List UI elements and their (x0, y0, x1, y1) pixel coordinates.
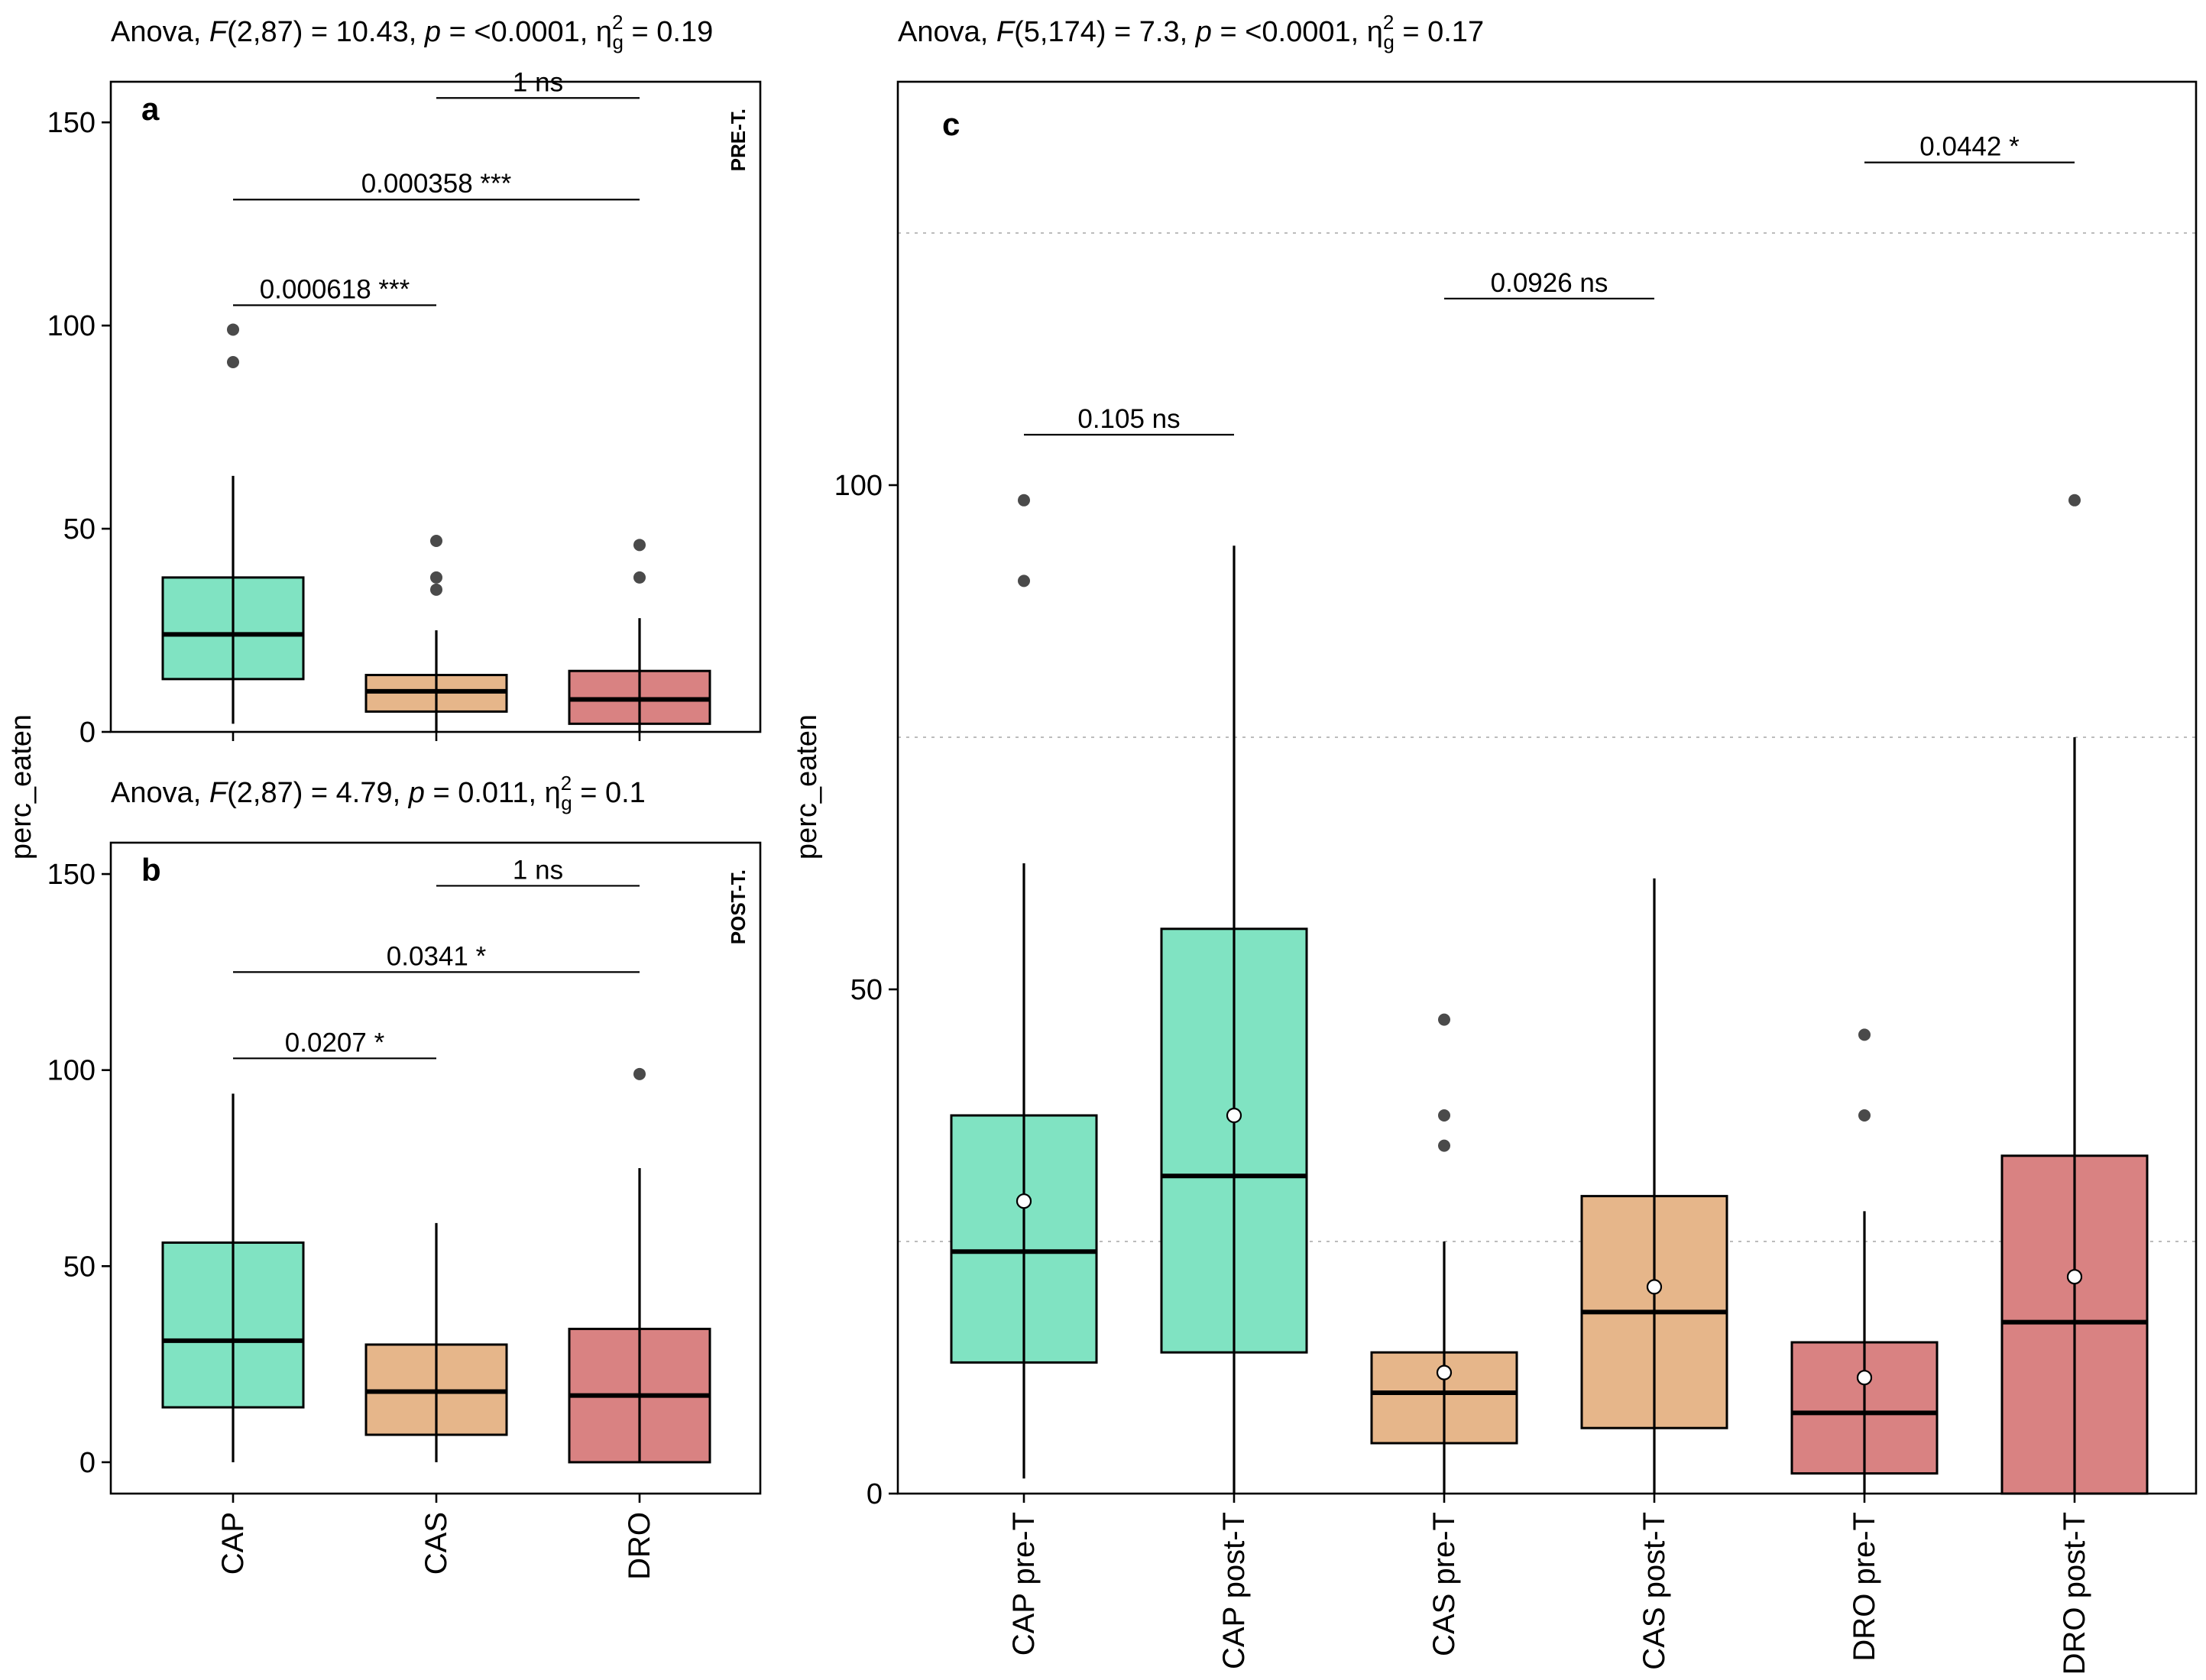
outlier-point (1438, 1139, 1450, 1152)
y-tick-label: 50 (63, 513, 96, 545)
box-cas-post-t (1580, 878, 1728, 1494)
strip-label-a: PRE-T. (727, 108, 750, 171)
comparison-label: 0.000618 *** (260, 275, 410, 305)
x-tick-label: CAP post-T (1217, 1512, 1251, 1669)
box-dro (568, 1067, 711, 1464)
y-tick-label: 0 (79, 1447, 96, 1479)
outlier-point (430, 535, 442, 548)
panel-letter-a: a (141, 91, 160, 127)
outlier-point (1438, 1109, 1450, 1122)
comparison-label: 0.000358 *** (361, 169, 512, 199)
outlier-point (633, 571, 646, 584)
x-tick-label: CAP (216, 1512, 250, 1575)
comparison-label: 1 ns (513, 855, 563, 885)
x-tick-label: DRO (623, 1512, 656, 1580)
box-cas (364, 1222, 508, 1462)
y-tick-label: 100 (834, 470, 883, 502)
x-tick-label: DRO post-T (2058, 1512, 2091, 1675)
outlier-point (430, 583, 442, 596)
comparison-label: 0.0207 * (285, 1028, 385, 1057)
outlier-point (430, 571, 442, 584)
outlier-point (633, 539, 646, 552)
y-tick-label: 100 (47, 310, 96, 342)
mean-point (1436, 1364, 1453, 1381)
comparison-label: 0.0341 * (387, 941, 487, 971)
y-tick-label: 0 (867, 1478, 883, 1510)
y-tick-label: 0 (79, 717, 96, 749)
outlier-point (1018, 494, 1030, 507)
strip-label-b: POST-T. (727, 869, 750, 944)
box-cap-pre-t (950, 494, 1098, 1479)
box-cap (161, 323, 305, 724)
anova-title-a: Anova, F(2,87) = 10.43, p = <0.0001, η2 g… (111, 11, 713, 53)
panel-letter-b: b (141, 852, 161, 888)
outlier-point (227, 355, 239, 368)
outlier-point (633, 1067, 646, 1080)
box-cap (161, 1093, 305, 1462)
y-tick-label: 100 (47, 1055, 96, 1087)
comparison-label: 0.0926 ns (1491, 268, 1608, 298)
outlier-point (1438, 1013, 1450, 1026)
x-tick-label: CAS pre-T (1427, 1512, 1461, 1656)
box-cas (364, 535, 508, 732)
mean-point (1226, 1107, 1242, 1124)
mean-point (1856, 1370, 1873, 1386)
box-dro (568, 539, 711, 732)
comparison-label: 0.105 ns (1077, 404, 1180, 434)
outlier-point (1858, 1028, 1871, 1041)
panel-b: Anova, F(2,87) = 4.79, p = 0.011, η2 g = … (47, 772, 762, 1580)
box-dro-pre-t (1790, 1028, 1939, 1494)
y-axis-title-right: perc_eaten (791, 714, 823, 859)
x-tick-label: CAS (419, 1512, 453, 1575)
anova-title-b: Anova, F(2,87) = 4.79, p = 0.011, η2 g = … (111, 772, 646, 814)
y-tick-label: 50 (850, 974, 883, 1006)
outlier-point (1018, 575, 1030, 588)
y-tick-label: 150 (47, 107, 96, 139)
mean-point (1646, 1279, 1663, 1295)
box-cas-pre-t (1370, 1013, 1518, 1494)
comparison-label: 0.0442 * (1919, 132, 2020, 162)
panel-a: Anova, F(2,87) = 10.43, p = <0.0001, η2 g… (47, 11, 762, 749)
x-tick-label: DRO pre-T (1848, 1512, 1881, 1662)
outlier-point (2068, 494, 2081, 507)
panel-letter-c: c (942, 106, 960, 142)
y-tick-label: 50 (63, 1251, 96, 1283)
outlier-point (1858, 1109, 1871, 1122)
mean-point (1016, 1193, 1032, 1209)
box-dro-post-t (2000, 494, 2149, 1495)
outlier-point (227, 323, 239, 336)
box-cap-post-t (1160, 545, 1308, 1494)
panel-c: Anova, F(5,174) = 7.3, p = <0.0001, η2 g … (834, 11, 2198, 1675)
x-tick-label: CAP pre-T (1007, 1512, 1041, 1656)
anova-title-c: Anova, F(5,174) = 7.3, p = <0.0001, η2 g … (898, 11, 1484, 53)
y-axis-title-left: perc_eaten (5, 714, 37, 859)
mean-point (2066, 1269, 2083, 1285)
panel-frame (896, 80, 2198, 1495)
y-tick-label: 150 (47, 859, 96, 891)
x-tick-label: CAS post-T (1637, 1512, 1671, 1670)
